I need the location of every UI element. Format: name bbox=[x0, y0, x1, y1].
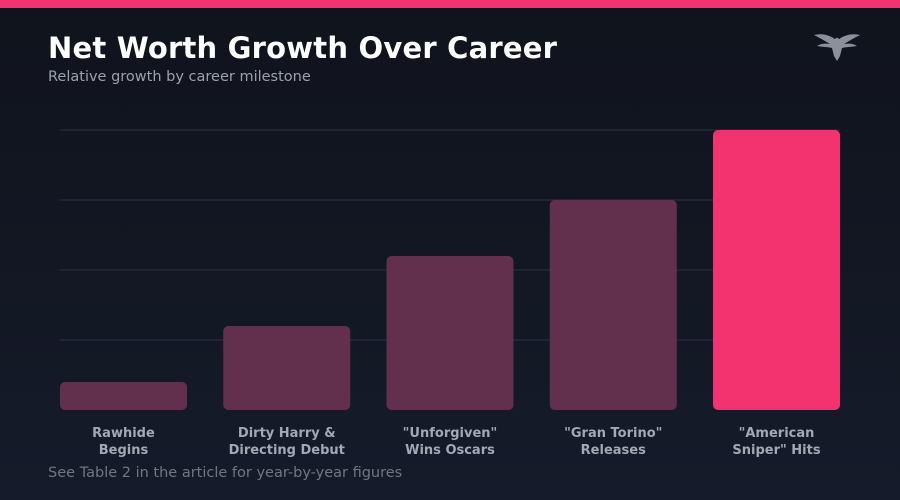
category-label-2-line-1: Wins Oscars bbox=[405, 443, 495, 458]
category-label-1-line-0: Dirty Harry & bbox=[238, 426, 336, 441]
category-label-0-line-1: Begins bbox=[99, 443, 149, 458]
bar-3 bbox=[549, 200, 677, 410]
chart-subtitle: Relative growth by career milestone bbox=[48, 69, 311, 85]
category-label-4-line-1: Sniper" Hits bbox=[732, 443, 820, 458]
bar-1 bbox=[223, 326, 351, 410]
category-label-3: "Gran Torino" Releases bbox=[564, 426, 662, 458]
top-accent-stripe bbox=[0, 0, 900, 8]
category-label-2-line-0: "Unforgiven" bbox=[403, 426, 498, 441]
category-label-1: Dirty Harry & Directing Debut bbox=[229, 426, 345, 458]
chart-title: Net Worth Growth Over Career bbox=[48, 31, 558, 65]
category-label-1-line-1: Directing Debut bbox=[229, 443, 345, 458]
footnote: See Table 2 in the article for year-by-y… bbox=[48, 465, 403, 481]
category-labels: Rawhide Begins Dirty Harry & Directing Debu… bbox=[92, 426, 821, 458]
category-label-4: "American Sniper" Hits bbox=[732, 426, 820, 458]
bars bbox=[60, 130, 840, 410]
category-label-3-line-0: "Gran Torino" bbox=[564, 426, 662, 441]
category-label-0-line-0: Rawhide bbox=[92, 426, 155, 441]
bar-0 bbox=[60, 382, 187, 410]
bar-2 bbox=[386, 256, 514, 410]
eagle-logo-icon bbox=[814, 34, 860, 61]
bar-4 bbox=[713, 130, 840, 410]
category-label-0: Rawhide Begins bbox=[92, 426, 155, 458]
category-label-3-line-1: Releases bbox=[581, 443, 646, 458]
category-label-4-line-0: "American bbox=[739, 426, 815, 441]
category-label-2: "Unforgiven" Wins Oscars bbox=[403, 426, 498, 458]
